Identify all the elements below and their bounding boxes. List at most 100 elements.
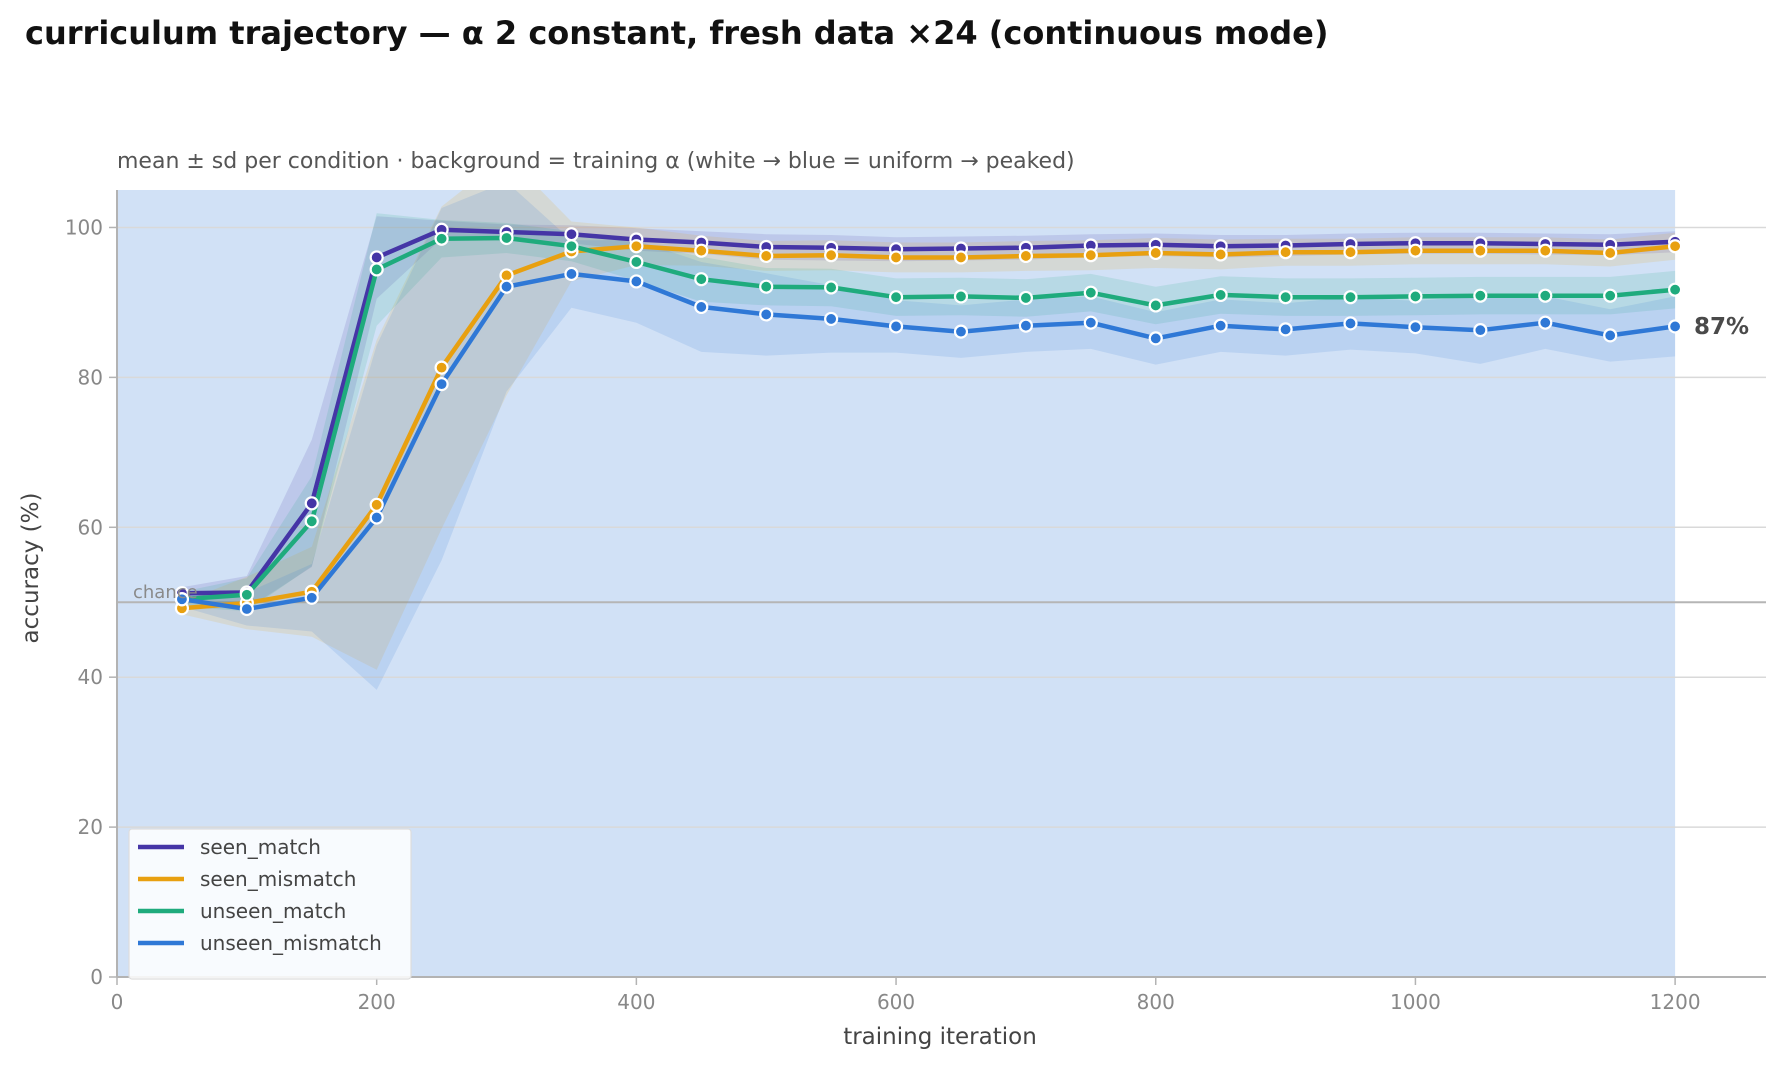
y-axis-label: accuracy (%) <box>18 493 44 644</box>
sd-bands <box>181 190 1676 690</box>
data-point-unseen_match <box>1083 285 1098 300</box>
data-point-seen_match <box>369 250 384 265</box>
data-point-unseen_match <box>694 272 709 287</box>
data-point-unseen_match <box>1213 287 1228 303</box>
data-point-unseen_mismatch <box>1083 315 1098 330</box>
legend-label-seen_match: seen_match <box>200 835 321 859</box>
data-point-unseen_match <box>1668 282 1683 297</box>
end-value-annotation: 87% <box>1694 314 1749 340</box>
data-point-unseen_match <box>888 290 904 305</box>
data-point-seen_mismatch <box>1538 243 1553 258</box>
y-tick-label: 100 <box>65 215 103 239</box>
x-tick-label: 1000 <box>1390 990 1441 1014</box>
x-tick-label: 200 <box>358 990 396 1014</box>
data-point-seen_mismatch <box>1213 247 1228 262</box>
data-point-unseen_match <box>1473 288 1488 303</box>
data-point-unseen_match <box>1538 288 1553 303</box>
data-point-unseen_mismatch <box>953 324 969 339</box>
data-point-seen_mismatch <box>1148 245 1163 261</box>
data-point-unseen_mismatch <box>1473 323 1488 338</box>
chance-label: chance <box>133 582 198 603</box>
x-tick-label: 1200 <box>1650 990 1701 1014</box>
data-point-seen_mismatch <box>953 250 969 265</box>
series-lines <box>179 227 1678 612</box>
x-tick-label: 0 <box>111 990 124 1014</box>
data-point-seen_mismatch <box>694 243 709 258</box>
sd-band-unseen_mismatch <box>181 190 1676 690</box>
data-point-unseen_mismatch <box>824 311 839 327</box>
legend: seen_match seen_mismatch unseen_matchunsee… <box>128 828 412 980</box>
y-tick-label: 80 <box>78 365 103 389</box>
data-point-unseen_mismatch <box>239 601 254 617</box>
data-point-unseen_match <box>1343 290 1358 305</box>
data-point-unseen_match <box>499 230 514 246</box>
series-line-unseen_match <box>179 235 1678 602</box>
data-point-seen_mismatch <box>824 248 839 263</box>
data-point-unseen_mismatch <box>1213 318 1228 333</box>
data-point-seen_mismatch <box>1473 243 1488 258</box>
series-line-seen_match <box>179 227 1678 596</box>
x-axis-label: training iteration <box>843 1024 1037 1050</box>
data-point-unseen_mismatch <box>1018 318 1033 333</box>
gridlines <box>117 226 1766 828</box>
data-point-seen_mismatch <box>759 248 774 264</box>
data-point-unseen_match <box>759 279 774 294</box>
data-point-unseen_match <box>1278 290 1293 305</box>
chart-subtitle: mean ± sd per condition · background = t… <box>117 149 1075 174</box>
legend-label-unseen_match: unseen_match <box>200 899 346 923</box>
chart-title: curriculum trajectory — α 2 constant, fr… <box>25 14 1329 52</box>
data-point-unseen_mismatch <box>1278 322 1293 337</box>
data-point-unseen_match <box>434 231 449 246</box>
data-point-seen_mismatch <box>1603 245 1618 261</box>
data-point-unseen_mismatch <box>1343 316 1358 331</box>
legend-label-unseen_mismatch: unseen_mismatch <box>200 931 382 955</box>
data-point-unseen_match <box>1408 289 1423 304</box>
data-point-unseen_mismatch <box>888 319 904 334</box>
data-point-unseen_match <box>564 239 579 254</box>
data-point-unseen_match <box>304 514 319 529</box>
data-point-seen_mismatch <box>629 239 644 254</box>
data-point-unseen_mismatch <box>1668 319 1683 334</box>
legend-box <box>128 828 412 980</box>
series-line-unseen_mismatch <box>179 271 1678 612</box>
data-point-unseen_mismatch <box>759 307 774 322</box>
data-point-unseen_mismatch <box>499 279 514 294</box>
data-point-seen_mismatch <box>1408 243 1423 258</box>
data-point-unseen_match <box>953 289 969 304</box>
y-tick-label: 60 <box>78 515 103 539</box>
data-point-unseen_mismatch <box>369 510 384 525</box>
data-point-seen_mismatch <box>1018 248 1033 264</box>
x-tick-label: 400 <box>617 990 655 1014</box>
data-point-unseen_match <box>1148 298 1163 313</box>
data-point-unseen_mismatch <box>434 377 449 392</box>
y-tick-label: 40 <box>78 665 103 689</box>
y-tick-label: 0 <box>90 965 103 989</box>
data-point-unseen_match <box>1603 288 1618 303</box>
data-point-unseen_mismatch <box>629 274 644 289</box>
data-point-seen_mismatch <box>1278 245 1293 260</box>
data-point-seen_match <box>564 227 579 242</box>
data-point-unseen_match <box>824 280 839 295</box>
data-point-unseen_match <box>1018 290 1033 306</box>
x-tick-label: 600 <box>877 990 915 1014</box>
data-point-seen_mismatch <box>1083 248 1098 263</box>
data-point-unseen_mismatch <box>1538 315 1553 330</box>
y-tick-label: 20 <box>78 815 103 839</box>
data-point-unseen_match <box>369 262 384 277</box>
series-markers <box>174 222 1683 617</box>
sd-band-unseen_match <box>181 213 1676 612</box>
sd-band-seen_mismatch <box>181 190 1676 670</box>
data-point-seen_mismatch <box>1668 239 1683 254</box>
data-point-unseen_mismatch <box>1148 331 1163 346</box>
axis-text: mean ± sd per condition · background = t… <box>18 149 1749 1050</box>
data-point-seen_mismatch <box>1343 245 1358 260</box>
legend-label-seen_mismatch: seen_mismatch <box>200 867 356 891</box>
data-point-unseen_match <box>239 587 254 602</box>
data-point-unseen_mismatch <box>174 592 190 607</box>
data-point-unseen_mismatch <box>694 299 709 315</box>
data-point-seen_mismatch <box>888 250 904 265</box>
x-tick-label: 800 <box>1137 990 1175 1014</box>
data-point-seen_mismatch <box>434 360 449 375</box>
